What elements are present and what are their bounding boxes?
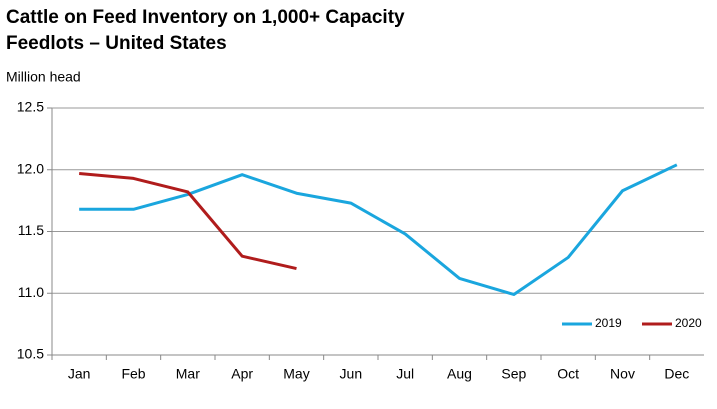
x-tick-label: Oct [557, 366, 579, 382]
y-tick-label: 12.0 [17, 160, 44, 176]
x-tick-label: Aug [447, 366, 472, 382]
x-tick-label: Feb [121, 366, 145, 382]
y-tick-label: 11.5 [18, 222, 44, 238]
y-tick-label: 12.5 [17, 99, 44, 115]
x-tick-label: Nov [610, 366, 635, 382]
x-tick-label: Sep [501, 366, 526, 382]
y-tick-label: 10.5 [17, 346, 44, 362]
x-tick-label: May [283, 366, 309, 382]
series-line [79, 171, 297, 271]
x-tick-label: Jan [68, 366, 91, 382]
x-tick-label: Apr [231, 366, 253, 382]
x-tick-label: Mar [176, 366, 200, 382]
legend-label: 2019 [595, 316, 622, 330]
chart-title: Cattle on Feed Inventory on 1,000+ Capac… [6, 7, 405, 28]
series-line [79, 163, 678, 296]
legend-label: 2020 [675, 316, 702, 330]
x-tick-label: Jun [340, 366, 363, 382]
x-tick-label: Jul [396, 366, 414, 382]
y-tick-label: 11.0 [18, 284, 44, 300]
chart-title: Feedlots – United States [6, 33, 227, 54]
y-axis-label: Million head [6, 69, 81, 85]
x-tick-label: Dec [664, 366, 689, 382]
